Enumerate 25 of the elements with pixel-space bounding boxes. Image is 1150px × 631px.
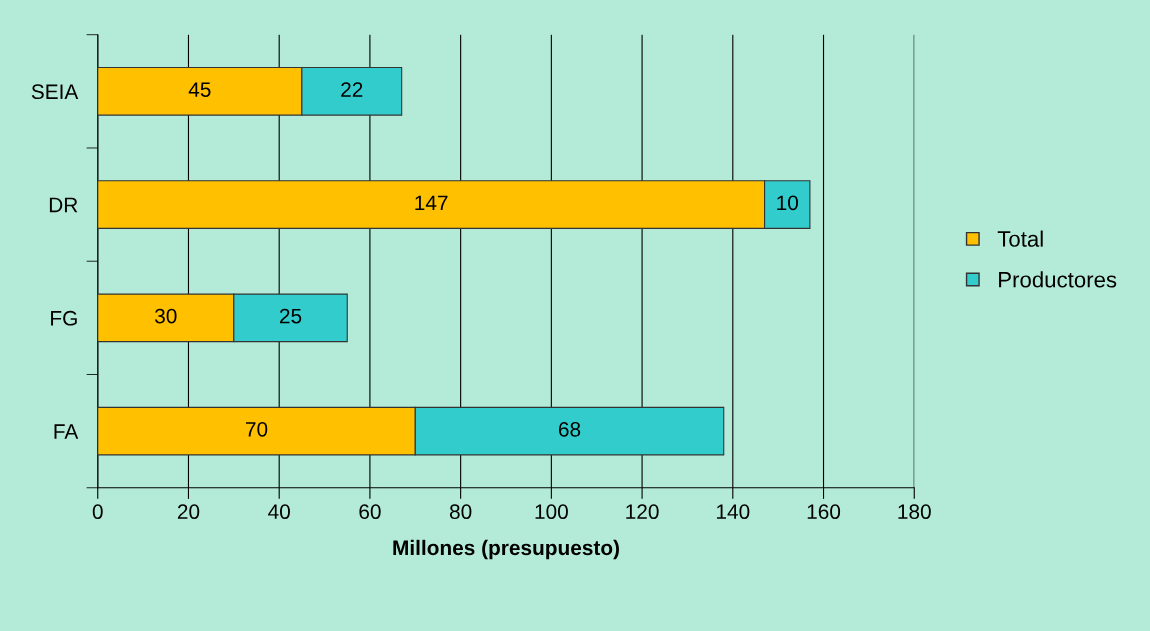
data-label: 70 bbox=[246, 421, 268, 437]
x-tick-label: 180 bbox=[898, 504, 931, 520]
x-tick-label: 60 bbox=[359, 504, 381, 520]
data-label: 147 bbox=[415, 195, 448, 210]
x-tick-label: 0 bbox=[92, 504, 103, 520]
data-label: 45 bbox=[188, 82, 211, 97]
y-tick-label: DR bbox=[49, 197, 78, 213]
x-tick-label: 160 bbox=[807, 504, 841, 520]
y-tick-label: FA bbox=[54, 424, 79, 439]
x-tick-label: 20 bbox=[177, 504, 200, 520]
x-tick-label: 40 bbox=[268, 504, 290, 520]
data-label: 25 bbox=[280, 308, 302, 324]
x-tick-label: 80 bbox=[449, 504, 472, 520]
x-tick-label: 120 bbox=[626, 504, 659, 520]
data-label: 22 bbox=[341, 82, 363, 97]
y-tick-label: SEIA bbox=[31, 84, 79, 100]
data-label: 68 bbox=[558, 421, 581, 437]
legend-label: Productores bbox=[999, 271, 1117, 288]
x-tick-label: 100 bbox=[535, 504, 568, 520]
x-axis-title: Millones (presupuesto) bbox=[393, 539, 619, 560]
data-label: 10 bbox=[777, 195, 799, 211]
legend-label: Total bbox=[997, 230, 1043, 247]
x-tick-label: 140 bbox=[717, 504, 750, 520]
data-label: 30 bbox=[155, 308, 177, 324]
y-tick-label: FG bbox=[51, 310, 77, 326]
